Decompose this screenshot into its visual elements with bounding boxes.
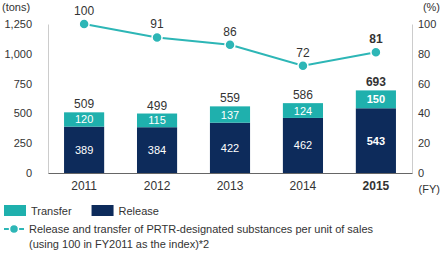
bar-label: 389	[75, 144, 93, 156]
tick: 1,250	[4, 18, 48, 30]
bar-label: 384	[148, 144, 166, 156]
tick: 2013	[217, 173, 244, 193]
tick: 500	[14, 107, 48, 119]
line-marker	[79, 19, 89, 29]
tick-label: 2011	[71, 179, 97, 193]
tick: 250	[14, 137, 48, 149]
line-marker	[298, 61, 308, 71]
legend-swatch	[4, 205, 26, 216]
tick-label: 250	[14, 137, 32, 149]
bar-label: 115	[148, 114, 166, 126]
tick-label: 20	[418, 137, 430, 149]
bar-label: 543	[367, 135, 385, 147]
tick: 2012	[144, 173, 171, 193]
tick: 2011	[71, 173, 97, 193]
line-label: 100	[74, 4, 94, 18]
legend-item: Transfer	[4, 205, 72, 217]
x-axis-title: (FY)	[419, 183, 440, 195]
tick: 0	[26, 167, 48, 179]
bar	[137, 114, 177, 128]
tick: 80	[412, 48, 430, 60]
bar	[356, 90, 396, 108]
legend-label: Release	[119, 205, 159, 217]
bar-label: 124	[294, 105, 312, 117]
bar	[210, 106, 250, 122]
x-axis-line	[49, 173, 413, 174]
tick: 100	[412, 18, 436, 30]
bar	[210, 123, 250, 173]
bar	[283, 103, 323, 118]
tick: 2015	[363, 173, 390, 193]
y-axis: 0 250 500 750 1,000 1,250	[4, 18, 48, 179]
bar	[283, 118, 323, 173]
line-marker	[225, 40, 235, 50]
legend-label: Transfer	[31, 205, 72, 217]
chart: 0 250 500 750 1,000 1,250 0 20 40 60 80 100 2011 2012…	[0, 0, 442, 260]
legend-swatch	[10, 225, 19, 234]
tick-label: 2015	[363, 179, 390, 193]
y2-axis-line	[412, 25, 413, 174]
bar	[137, 127, 177, 173]
y2-axis-title: (%)	[423, 1, 440, 13]
tick-label: 80	[418, 48, 430, 60]
bar-label: 150	[367, 93, 385, 105]
tick: 1,000	[4, 48, 48, 60]
y-axis-title: (tons)	[2, 1, 30, 13]
line	[84, 24, 376, 66]
line-marker	[371, 47, 381, 57]
bar-label: 137	[221, 109, 239, 121]
tick-label: 1,000	[4, 48, 32, 60]
tick-label: 2012	[144, 179, 171, 193]
total-label: 586	[293, 88, 313, 102]
tick: 2014	[290, 173, 317, 193]
total-label: 509	[74, 97, 94, 111]
tick-label: 750	[14, 78, 32, 90]
tick-label: 0	[26, 167, 32, 179]
bar-label: 462	[294, 139, 312, 151]
bar-label: 422	[221, 142, 239, 154]
legend-label: Release and transfer of PRTR-designated …	[29, 223, 374, 250]
line-label: 86	[223, 25, 237, 39]
bar	[356, 108, 396, 173]
tick: 20	[412, 137, 430, 149]
plot-marks	[64, 19, 396, 173]
legend: Transfer Release Release and transfer of P…	[4, 205, 374, 250]
tick-label: 60	[418, 78, 430, 90]
total-label: 499	[147, 99, 167, 113]
tick-label: 1,250	[4, 18, 32, 30]
tick-label: 2013	[217, 179, 244, 193]
tick: 0	[412, 167, 424, 179]
y2-axis: 0 20 40 60 80 100	[412, 18, 436, 179]
line-label: 72	[296, 46, 310, 60]
legend-swatch	[92, 205, 114, 216]
line-label: 81	[369, 32, 383, 46]
total-label: 693	[366, 75, 386, 89]
tick: 40	[412, 107, 430, 119]
y-axis-line	[48, 25, 49, 174]
tick-label: 0	[418, 167, 424, 179]
line-label: 91	[150, 17, 164, 31]
data-labels: 389 120 509 384 115499 422 137 559 462 124 586 543 1…	[74, 4, 386, 156]
legend-item: Release and transfer of PRTR-designated …	[4, 223, 374, 250]
bar	[64, 112, 104, 126]
tick-label: 500	[14, 107, 32, 119]
x-axis: 2011 2012 2013 2014 2015	[49, 173, 413, 193]
tick-label: 2014	[290, 179, 317, 193]
total-label: 559	[220, 91, 240, 105]
tick: 60	[412, 78, 430, 90]
tick-label: 40	[418, 107, 430, 119]
tick-label: 100	[418, 18, 436, 30]
tick: 750	[14, 78, 48, 90]
bar	[64, 127, 104, 173]
legend-item: Release	[92, 205, 159, 217]
line-marker	[152, 32, 162, 42]
bar-label: 120	[75, 113, 93, 125]
